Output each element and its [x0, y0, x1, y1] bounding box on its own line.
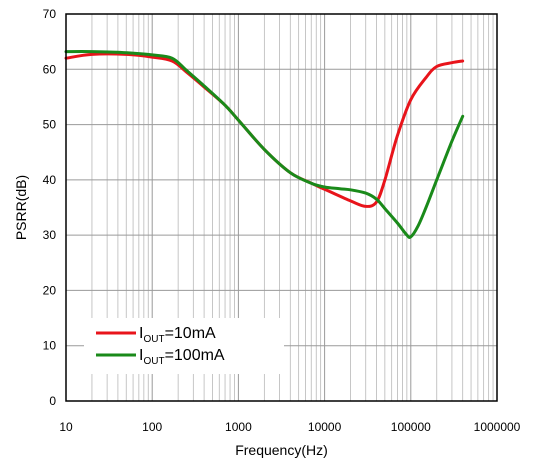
- x-tick-label: 100000: [391, 420, 431, 434]
- x-tick-label: 1000000: [474, 420, 521, 434]
- plot-frame: [65, 13, 498, 402]
- legend-label-iout-10ma: IOUT=10mA: [139, 325, 216, 345]
- y-tick-label: 30: [43, 228, 57, 242]
- legend-label-iout-100ma: IOUT=100mA: [139, 347, 225, 367]
- x-tick-label: 1000: [225, 420, 252, 434]
- y-tick-label: 40: [43, 173, 57, 187]
- y-tick-label: 70: [43, 7, 57, 21]
- y-tick-label: 10: [43, 339, 57, 353]
- series-line-iout-100ma: [64, 50, 465, 239]
- x-tick-label: 10000: [308, 420, 342, 434]
- x-axis-label: Frequency(Hz): [235, 442, 328, 458]
- y-tick-label: 60: [43, 62, 57, 76]
- y-tick-label: 0: [49, 394, 56, 408]
- x-tick-label: 10: [59, 420, 73, 434]
- legend-box: [84, 318, 284, 374]
- y-axis-label: PSRR(dB): [13, 175, 29, 240]
- y-tick-label: 20: [43, 283, 57, 297]
- y-tick-label: 50: [43, 118, 57, 132]
- x-tick-label: 100: [142, 420, 162, 434]
- series-lines: [64, 50, 465, 239]
